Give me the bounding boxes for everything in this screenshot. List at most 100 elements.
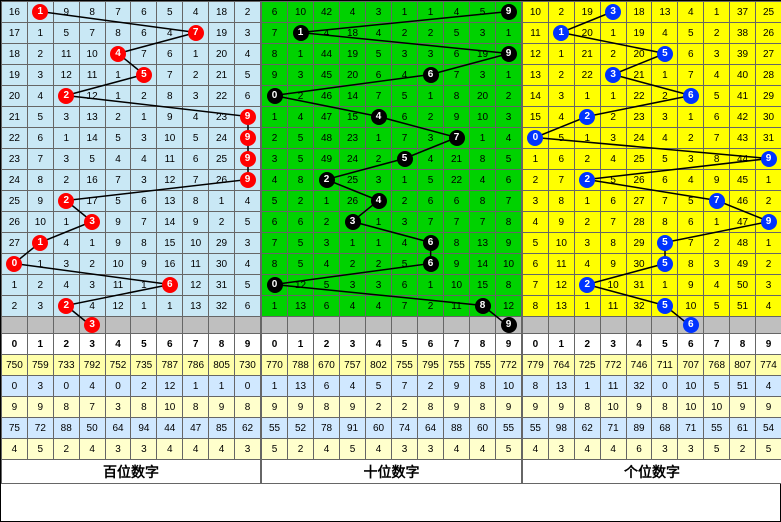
data-row: 254823173714	[262, 128, 522, 149]
cell: 5	[444, 23, 470, 44]
cell: 14	[470, 254, 496, 275]
stats-cell: 3	[418, 439, 444, 460]
cell: 3	[262, 149, 288, 170]
cell: 9	[235, 128, 261, 149]
cell: 3	[366, 170, 392, 191]
cell: 13	[523, 65, 549, 86]
cell: 44	[730, 149, 756, 170]
cell: 3	[678, 149, 704, 170]
cell: 4	[470, 170, 496, 191]
cell: 45	[314, 65, 340, 86]
cell: 3	[600, 65, 626, 86]
cell: 1	[704, 212, 730, 233]
ball-marker: 5	[657, 298, 673, 314]
ball-marker: 9	[240, 151, 256, 167]
cell: 7	[548, 170, 574, 191]
stats-cell: 9	[730, 397, 756, 418]
data-row: 813111325105514	[523, 296, 781, 317]
ball-marker: 2	[579, 277, 595, 293]
cell: 40	[730, 65, 756, 86]
cell: 20	[340, 65, 366, 86]
stats-cell: 755	[470, 355, 496, 376]
stats-cell: 3	[548, 439, 574, 460]
cell: 27	[756, 44, 781, 65]
header-cell: 7	[183, 334, 209, 355]
data-row: 6	[523, 317, 781, 334]
stats-cell: 9	[756, 397, 781, 418]
panel-label: 百位数字	[2, 460, 261, 484]
cell: 11	[53, 44, 79, 65]
cell: 22	[2, 128, 28, 149]
cell: 6	[183, 149, 209, 170]
header-cell: 4	[105, 334, 131, 355]
cell: 6	[235, 296, 261, 317]
stats-cell: 4	[600, 439, 626, 460]
grid-hundreds: 1619876541821715786471931821110476120419…	[1, 1, 261, 484]
stats-cell: 7	[392, 376, 418, 397]
cell: 5	[704, 296, 730, 317]
cell: 13	[288, 296, 314, 317]
cell	[27, 317, 53, 334]
cell: 2	[79, 254, 105, 275]
cell: 2	[366, 254, 392, 275]
stats-cell: 4	[574, 439, 600, 460]
cell: 3	[340, 212, 366, 233]
ball-marker: 7	[449, 130, 465, 146]
cell: 3	[235, 233, 261, 254]
data-row: 8144195336199	[262, 44, 522, 65]
data-row: 121212205633927	[523, 44, 781, 65]
cell: 19	[470, 44, 496, 65]
stats-cell: 4	[470, 439, 496, 460]
cell: 1	[340, 233, 366, 254]
stats-cell: 735	[131, 355, 157, 376]
stats-cell: 10	[496, 376, 522, 397]
cell: 7	[678, 233, 704, 254]
cell: 4	[366, 107, 392, 128]
cell: 12	[105, 296, 131, 317]
header-row: 0123456789	[523, 334, 781, 355]
stats-cell: 94	[131, 418, 157, 439]
cell: 11	[523, 23, 549, 44]
data-row: 854225691410	[262, 254, 522, 275]
cell: 4	[574, 254, 600, 275]
data-row: 482253152246	[262, 170, 522, 191]
stats-cell: 13	[288, 376, 314, 397]
stats-cell: 4	[209, 439, 235, 460]
cell: 19	[626, 23, 652, 44]
stats-cell: 61	[730, 418, 756, 439]
cell: 5	[704, 86, 730, 107]
cell: 1	[53, 212, 79, 233]
stats-cell: 55	[262, 418, 288, 439]
header-cell: 0	[523, 334, 549, 355]
cell: 9	[105, 212, 131, 233]
cell: 3	[470, 65, 496, 86]
cell: 38	[730, 23, 756, 44]
cell: 25	[626, 149, 652, 170]
stats-cell: 8	[523, 376, 549, 397]
cell: 3	[79, 275, 105, 296]
stats-row: 813111320105514	[523, 376, 781, 397]
cell: 4	[235, 254, 261, 275]
cell: 20	[626, 44, 652, 65]
stats-cell: 10	[704, 397, 730, 418]
cell: 8	[496, 275, 522, 296]
data-row: 6114930583492	[523, 254, 781, 275]
ball-marker: 2	[319, 172, 335, 188]
cell: 3	[288, 65, 314, 86]
cell: 9	[262, 65, 288, 86]
stats-cell: 9	[626, 397, 652, 418]
cell: 2	[496, 86, 522, 107]
cell: 7	[27, 149, 53, 170]
ball-marker: 1	[32, 235, 48, 251]
ball-marker: 2	[58, 88, 74, 104]
cell: 9	[53, 2, 79, 23]
stats-cell: 10	[157, 397, 183, 418]
panel-label: 十位数字	[262, 460, 522, 484]
cell	[652, 317, 678, 334]
cell: 3	[183, 86, 209, 107]
cell: 14	[340, 86, 366, 107]
stats-cell: 0	[105, 376, 131, 397]
cell: 15	[470, 275, 496, 296]
cell: 3	[131, 128, 157, 149]
cell: 3	[235, 23, 261, 44]
